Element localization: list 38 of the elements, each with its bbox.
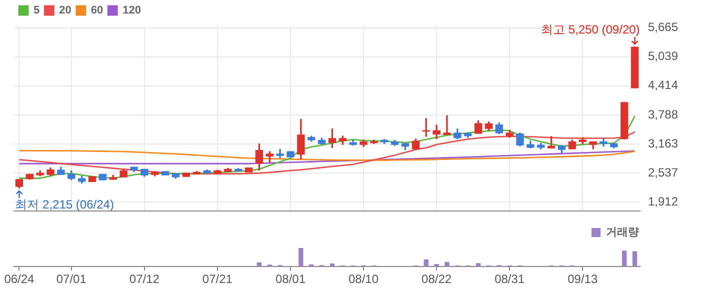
annotation: 최고 5,250 (09/20)	[541, 22, 640, 36]
legend-label: 거래량	[606, 226, 639, 239]
bar	[330, 263, 335, 267]
legend-label: 5	[34, 4, 40, 17]
x-tick-label: 08/22	[422, 272, 452, 286]
y-tick-label: 5,039	[648, 49, 678, 64]
candlestick	[161, 171, 170, 176]
legend-label: 120	[122, 4, 141, 17]
candlestick	[630, 46, 639, 88]
y-tick-label: 4,414	[648, 78, 678, 92]
legend-label: 60	[90, 4, 104, 17]
x-tick-label: 08/31	[494, 272, 525, 286]
x-tick-label: 08/10	[348, 272, 379, 286]
candlestick	[182, 172, 190, 177]
bar	[444, 262, 450, 267]
candlestick	[88, 176, 96, 182]
bar	[434, 264, 439, 267]
x-tick-label: 09/13	[568, 272, 598, 286]
bar	[476, 263, 481, 267]
candlestick	[276, 148, 284, 158]
y-tick-label: 5,665	[648, 20, 678, 34]
candlestick	[244, 167, 253, 172]
x-tick-label: 08/01	[275, 272, 306, 286]
y-tick-label: 3,788	[648, 107, 678, 122]
x-tick-label: 06/24	[4, 272, 35, 286]
y-tick-label: 2,537	[648, 165, 678, 180]
bar	[424, 259, 428, 267]
bar	[256, 262, 262, 267]
bar	[298, 248, 304, 267]
legend-label: 20	[59, 4, 72, 17]
x-tick-label: 07/01	[56, 272, 87, 286]
annotation: 최저 2,215 (06/24)	[15, 197, 114, 212]
bar	[622, 250, 627, 267]
y-tick-label: 1,912	[648, 194, 678, 208]
x-tick-label: 07/21	[202, 272, 233, 286]
y-tick-label: 3,163	[648, 136, 678, 150]
x-tick-label: 07/12	[129, 272, 160, 286]
bar	[632, 251, 638, 267]
